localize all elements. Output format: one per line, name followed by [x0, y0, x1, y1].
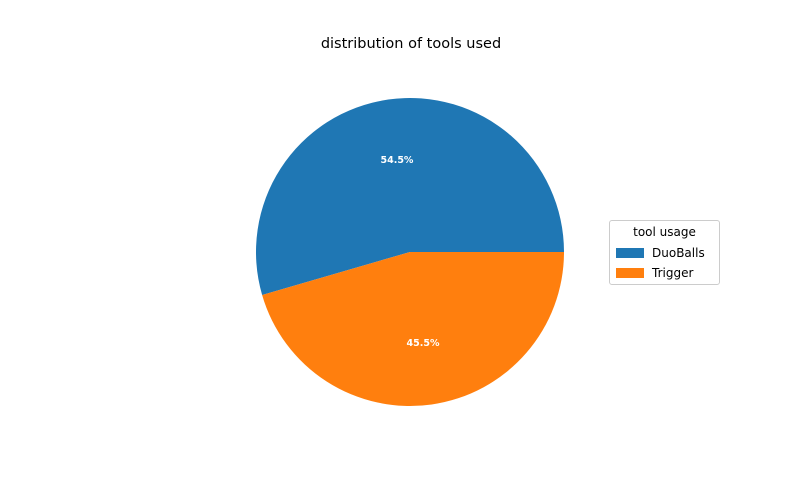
chart-title: distribution of tools used [320, 36, 502, 52]
pie-label-duoballs: 54.5% [380, 155, 413, 166]
legend-swatch-trigger [616, 268, 644, 278]
legend-label-trigger: Trigger [652, 266, 694, 280]
legend-entry-trigger: Trigger [616, 266, 693, 280]
legend: tool usage DuoBalls Trigger [609, 220, 720, 285]
pie-label-trigger: 45.5% [407, 338, 440, 349]
legend-label-duoballs: DuoBalls [652, 246, 705, 260]
legend-entry-duoballs: DuoBalls [616, 246, 705, 260]
pie-slice-trigger [262, 252, 564, 406]
pie-slice-duoballs [256, 97, 564, 295]
legend-swatch-duoballs [616, 248, 644, 258]
legend-title: tool usage [633, 225, 696, 239]
